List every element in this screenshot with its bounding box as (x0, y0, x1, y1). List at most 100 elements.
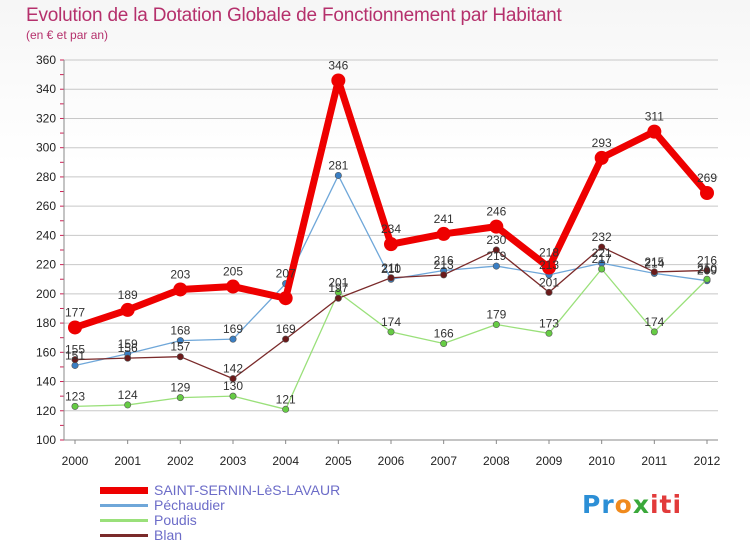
data-point (700, 186, 714, 200)
data-point (545, 329, 553, 337)
data-label: 130 (223, 379, 243, 393)
data-point (650, 268, 658, 276)
data-label: 217 (592, 252, 612, 266)
data-label: 269 (697, 171, 717, 185)
data-label: 142 (223, 362, 243, 376)
data-point (282, 335, 290, 343)
data-label: 241 (434, 212, 454, 226)
data-label: 169 (276, 322, 296, 336)
data-label: 216 (697, 253, 717, 267)
y-tick-label: 360 (36, 53, 56, 67)
data-label: 203 (170, 267, 190, 281)
logo-part-1: Pr (582, 490, 615, 519)
data-point (71, 361, 79, 369)
data-point (173, 282, 188, 297)
x-tick-label: 2011 (641, 454, 667, 468)
legend-swatch-pechaudier (100, 504, 148, 507)
y-tick-label: 220 (36, 258, 56, 272)
data-label: 156 (118, 341, 138, 355)
data-point (176, 394, 184, 402)
data-point (387, 328, 395, 336)
data-point (229, 392, 237, 400)
y-tick-label: 320 (36, 111, 56, 125)
data-label: 169 (223, 322, 243, 336)
legend-swatch-poudis (100, 519, 148, 522)
data-label: 230 (486, 233, 506, 247)
data-label: 232 (592, 230, 612, 244)
y-tick-label: 280 (36, 170, 56, 184)
data-point (124, 401, 132, 409)
data-label: 123 (65, 389, 85, 403)
data-point (387, 274, 395, 282)
legend-label-blan: Blan (154, 527, 183, 543)
data-label: 177 (65, 305, 85, 319)
data-label: 214 (644, 256, 664, 270)
data-label: 234 (381, 222, 401, 236)
data-point (436, 226, 451, 241)
data-label: 168 (170, 324, 190, 338)
data-point (226, 279, 240, 294)
data-point (440, 340, 448, 348)
logo-part-2: o (614, 490, 633, 519)
x-tick-label: 2012 (694, 454, 721, 468)
legend-label-poudis: Poudis (154, 512, 197, 528)
data-label: 124 (118, 388, 138, 402)
y-tick-label: 260 (36, 199, 56, 213)
data-point (647, 124, 662, 139)
data-label: 155 (65, 343, 85, 357)
x-tick-label: 2010 (588, 454, 615, 468)
data-label: 151 (65, 348, 85, 362)
x-tick-label: 2002 (167, 454, 194, 468)
data-label: 213 (434, 258, 454, 272)
x-tick-label: 2006 (378, 454, 405, 468)
y-tick-label: 120 (36, 404, 56, 418)
data-point (229, 375, 237, 383)
legend-swatch-saint-sernin (100, 487, 148, 494)
data-label: 174 (644, 315, 664, 329)
data-label: 211 (381, 261, 400, 275)
data-point (440, 271, 448, 279)
data-point (594, 150, 609, 165)
data-label: 210 (381, 262, 401, 276)
y-tick-label: 200 (36, 287, 56, 301)
y-tick-label: 100 (36, 433, 56, 447)
data-label: 293 (592, 136, 612, 150)
chart-title: Evolution de la Dotation Globale de Fonc… (26, 5, 562, 26)
data-point (545, 288, 553, 296)
data-point (334, 294, 342, 302)
data-label: 189 (118, 288, 138, 302)
data-point (384, 237, 398, 252)
data-point (489, 219, 504, 234)
data-label: 216 (434, 253, 454, 267)
logo-part-3: x (632, 490, 650, 519)
y-tick-label: 300 (36, 141, 56, 155)
data-label: 205 (223, 265, 243, 279)
data-point (542, 260, 556, 275)
data-point (282, 405, 290, 413)
y-tick-label: 240 (36, 228, 56, 242)
y-tick-label: 160 (36, 345, 56, 359)
data-label: 174 (381, 315, 401, 329)
data-label: 218 (539, 246, 559, 260)
series-line (71, 76, 711, 331)
data-label: 166 (434, 327, 454, 341)
data-label: 207 (276, 267, 296, 281)
y-tick-label: 180 (36, 316, 56, 330)
data-label: 213 (539, 258, 559, 272)
legend-swatch-blan (100, 534, 148, 537)
x-tick-label: 2000 (62, 454, 89, 468)
data-label: 121 (276, 392, 296, 406)
data-point (492, 262, 500, 270)
data-point (71, 356, 79, 364)
chart-subtitle: (en € et par an) (26, 28, 109, 42)
data-point (334, 171, 342, 179)
data-label: 311 (645, 110, 664, 124)
data-point (331, 73, 346, 88)
x-tick-label: 2005 (325, 454, 352, 468)
x-tick-label: 2007 (430, 454, 457, 468)
data-label: 129 (170, 381, 190, 395)
data-label: 215 (644, 255, 664, 269)
x-tick-label: 2009 (536, 454, 563, 468)
